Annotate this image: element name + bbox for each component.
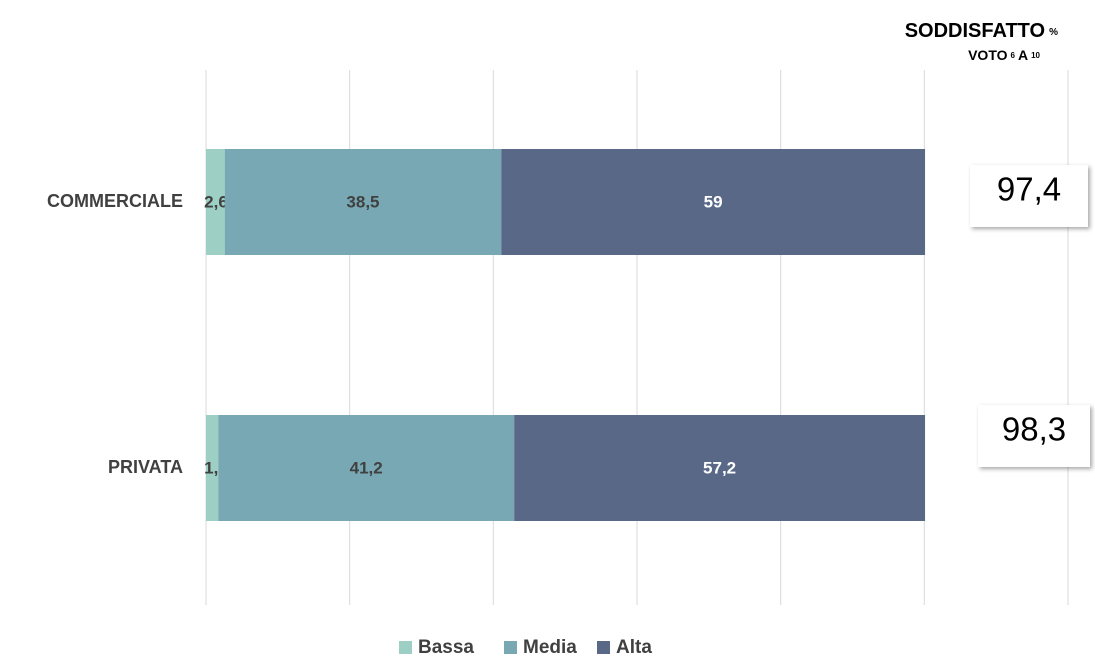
legend-label: Bassa — [418, 637, 474, 658]
bar-segment — [224, 149, 502, 255]
total-label: 97,4 — [997, 171, 1061, 208]
y-tick-label: COMMERCIALE — [47, 191, 183, 211]
bar-segment — [206, 415, 219, 521]
legend-swatch — [597, 641, 610, 654]
value-label: 57,2 — [703, 458, 736, 477]
value-label: 41,2 — [350, 458, 383, 477]
legend-label: Media — [523, 637, 577, 658]
title: SODDISFATTO — [905, 20, 1045, 42]
sub-part: 6 — [1011, 51, 1016, 60]
unit: % — [1049, 27, 1058, 38]
bar-segment — [206, 149, 225, 255]
value-label: 2,6 — [204, 192, 228, 211]
value-label: 38,5 — [346, 192, 379, 211]
legend-swatch — [399, 641, 412, 654]
bar-segment — [514, 415, 926, 521]
legend-swatch — [504, 641, 517, 654]
total-label: 98,3 — [1002, 411, 1066, 448]
bar-segment — [218, 415, 515, 521]
sub-part: A — [1018, 47, 1028, 63]
legend-label: Alta — [616, 637, 652, 658]
bar-segment — [501, 149, 926, 255]
sub-part: VOTO — [968, 47, 1008, 63]
header-title: SODDISFATTO% — [905, 20, 1058, 42]
total-box — [970, 165, 1088, 227]
total-box — [978, 405, 1090, 467]
sub-part: 10 — [1031, 51, 1040, 60]
value-label: 59 — [704, 192, 723, 211]
header-subtitle: VOTO 6 A 10 — [968, 47, 1040, 63]
y-tick-label: PRIVATA — [108, 457, 183, 477]
